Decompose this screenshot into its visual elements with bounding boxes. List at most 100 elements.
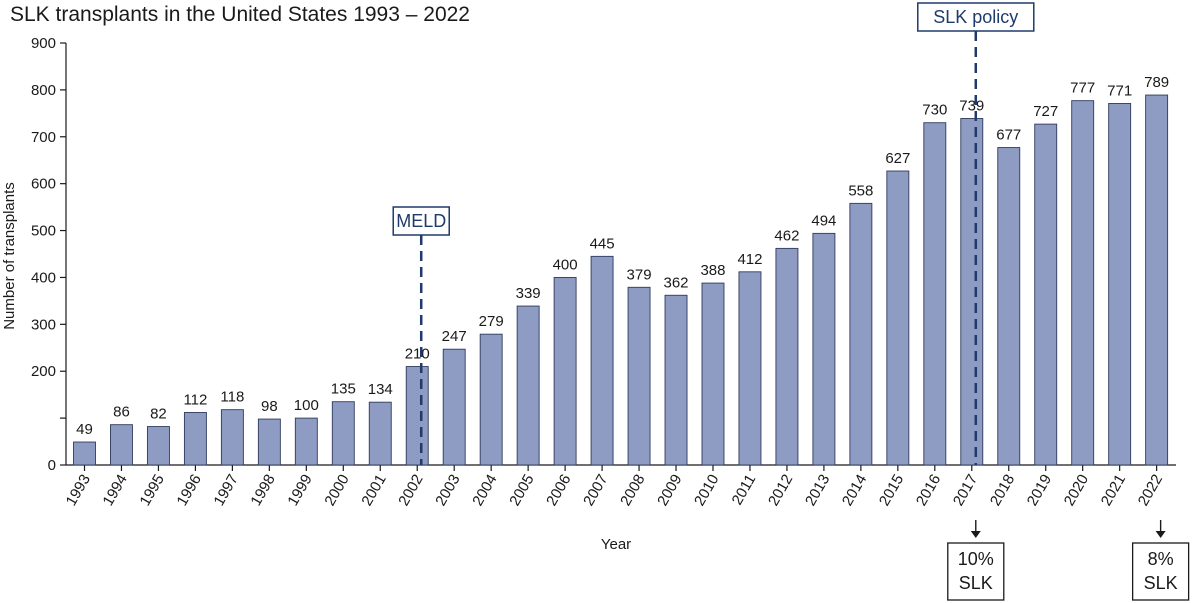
- x-tick-label: 2021: [1098, 472, 1129, 509]
- x-tick-label: 2008: [617, 472, 648, 509]
- bar-2021: [1108, 103, 1132, 466]
- x-tick-label: 2007: [580, 472, 611, 509]
- bar-2000: [331, 401, 355, 466]
- bar-2019: [1034, 123, 1058, 466]
- x-tick-label: 1994: [100, 472, 131, 509]
- x-tick-label: 2016: [913, 472, 944, 509]
- data-label-2019: 727: [1033, 103, 1058, 120]
- x-tick-label: 2017: [950, 472, 981, 509]
- bar-2004: [479, 333, 503, 466]
- data-label-2007: 445: [590, 235, 615, 252]
- data-label-2001: 134: [368, 381, 393, 398]
- bar-1994: [110, 424, 133, 466]
- data-label-2016: 730: [922, 102, 947, 119]
- data-label-2009: 362: [664, 274, 689, 291]
- x-tick-label: 2001: [358, 472, 389, 509]
- data-label-2014: 558: [848, 182, 873, 199]
- x-tick-label: 2022: [1135, 472, 1166, 509]
- bar-2015: [886, 170, 910, 466]
- note-box-2022: [1131, 542, 1190, 601]
- data-label-1998: 98: [261, 398, 278, 415]
- bar-2020: [1071, 100, 1095, 466]
- x-tick-label: 2011: [729, 472, 760, 508]
- x-tick-label: 2009: [654, 472, 685, 509]
- data-label-2008: 379: [627, 266, 652, 283]
- bar-2005: [516, 305, 540, 466]
- bar-2001: [368, 401, 392, 466]
- note-text: SLK: [1144, 573, 1178, 593]
- bar-1999: [294, 417, 318, 466]
- data-label-2004: 279: [479, 313, 504, 330]
- data-label-2011: 412: [737, 251, 762, 268]
- data-label-2010: 388: [700, 262, 725, 279]
- slk-policy-label: SLK policy: [933, 7, 1018, 27]
- x-tick-label: 2014: [839, 472, 870, 509]
- y-tick-label: 300: [31, 316, 56, 333]
- data-label-2012: 462: [774, 227, 799, 244]
- bars: [73, 94, 1169, 466]
- x-tick-label: 2020: [1061, 472, 1092, 509]
- y-ticks: 900 800 700 600 500 400 300 200 0: [31, 35, 66, 474]
- y-axis-label: Number of transplants: [1, 182, 18, 330]
- y-tick-label: 900: [31, 35, 56, 52]
- x-tick-label: 2013: [802, 472, 833, 509]
- bar-2002: [405, 366, 429, 466]
- x-tick-label: 1993: [63, 472, 94, 509]
- bar-1996: [183, 412, 207, 466]
- bar-2010: [701, 282, 725, 466]
- y-tick-label: 400: [31, 269, 56, 286]
- x-tick-label: 2018: [987, 472, 1018, 509]
- bar-2007: [590, 255, 614, 466]
- note-arrow-head: [1155, 531, 1166, 538]
- data-label-1999: 100: [294, 397, 319, 414]
- x-tick-label: 1998: [247, 472, 278, 509]
- bar-1993: [73, 441, 96, 466]
- data-label-1997: 118: [220, 389, 244, 406]
- x-tick-label: 1996: [173, 472, 204, 509]
- x-tick-label: 2002: [395, 472, 426, 509]
- note-box-2017: [947, 542, 1005, 601]
- x-tick-label: 2015: [876, 472, 907, 509]
- data-labels: 49 86 82 112 118 98 100 135 134 210 247 279 339 400 44…: [76, 74, 1169, 438]
- data-label-2022: 789: [1144, 74, 1169, 91]
- data-label-1995: 82: [150, 406, 167, 423]
- note-arrow-head: [970, 531, 981, 538]
- slk-policy-label-box: [917, 2, 1035, 32]
- x-tick-label: 2019: [1024, 472, 1055, 509]
- x-tick-label: 1995: [136, 472, 167, 509]
- data-label-1994: 86: [113, 404, 130, 421]
- x-tick-label: 2003: [432, 472, 463, 509]
- y-tick-label: 0: [48, 457, 56, 474]
- data-label-1996: 112: [183, 391, 207, 408]
- meld-label-box: [392, 206, 450, 236]
- bar-1995: [146, 426, 170, 466]
- bar-1998: [257, 418, 281, 466]
- data-label-2002: 210: [405, 346, 430, 363]
- x-tick-label: 2004: [469, 472, 500, 509]
- x-axis-label: Year: [601, 536, 631, 553]
- x-tick-label: 1997: [210, 472, 241, 509]
- x-tick-label: 2000: [321, 472, 352, 509]
- x-tick-label: 1999: [284, 472, 315, 509]
- bar-2013: [812, 232, 836, 466]
- note-text: 10%: [958, 549, 994, 569]
- data-label-2021: 771: [1107, 82, 1132, 99]
- y-tick-label: 700: [31, 129, 56, 146]
- data-label-2006: 400: [553, 256, 578, 273]
- bar-2018: [997, 147, 1021, 466]
- meld-label: MELD: [396, 211, 446, 231]
- note-text: 8%: [1148, 549, 1174, 569]
- bar-2006: [553, 276, 577, 466]
- data-label-2020: 777: [1070, 80, 1095, 97]
- x-tick-label: 2010: [691, 472, 722, 509]
- bar-2016: [923, 122, 947, 466]
- y-tick-label: 800: [31, 82, 56, 99]
- data-label-1993: 49: [76, 421, 93, 438]
- bar-2011: [738, 271, 762, 466]
- data-label-2000: 135: [331, 381, 356, 398]
- bar-1997: [220, 409, 244, 466]
- data-label-2018: 677: [996, 127, 1021, 144]
- bar-2014: [849, 202, 873, 466]
- chart-title: SLK transplants in the United States 199…: [10, 3, 470, 26]
